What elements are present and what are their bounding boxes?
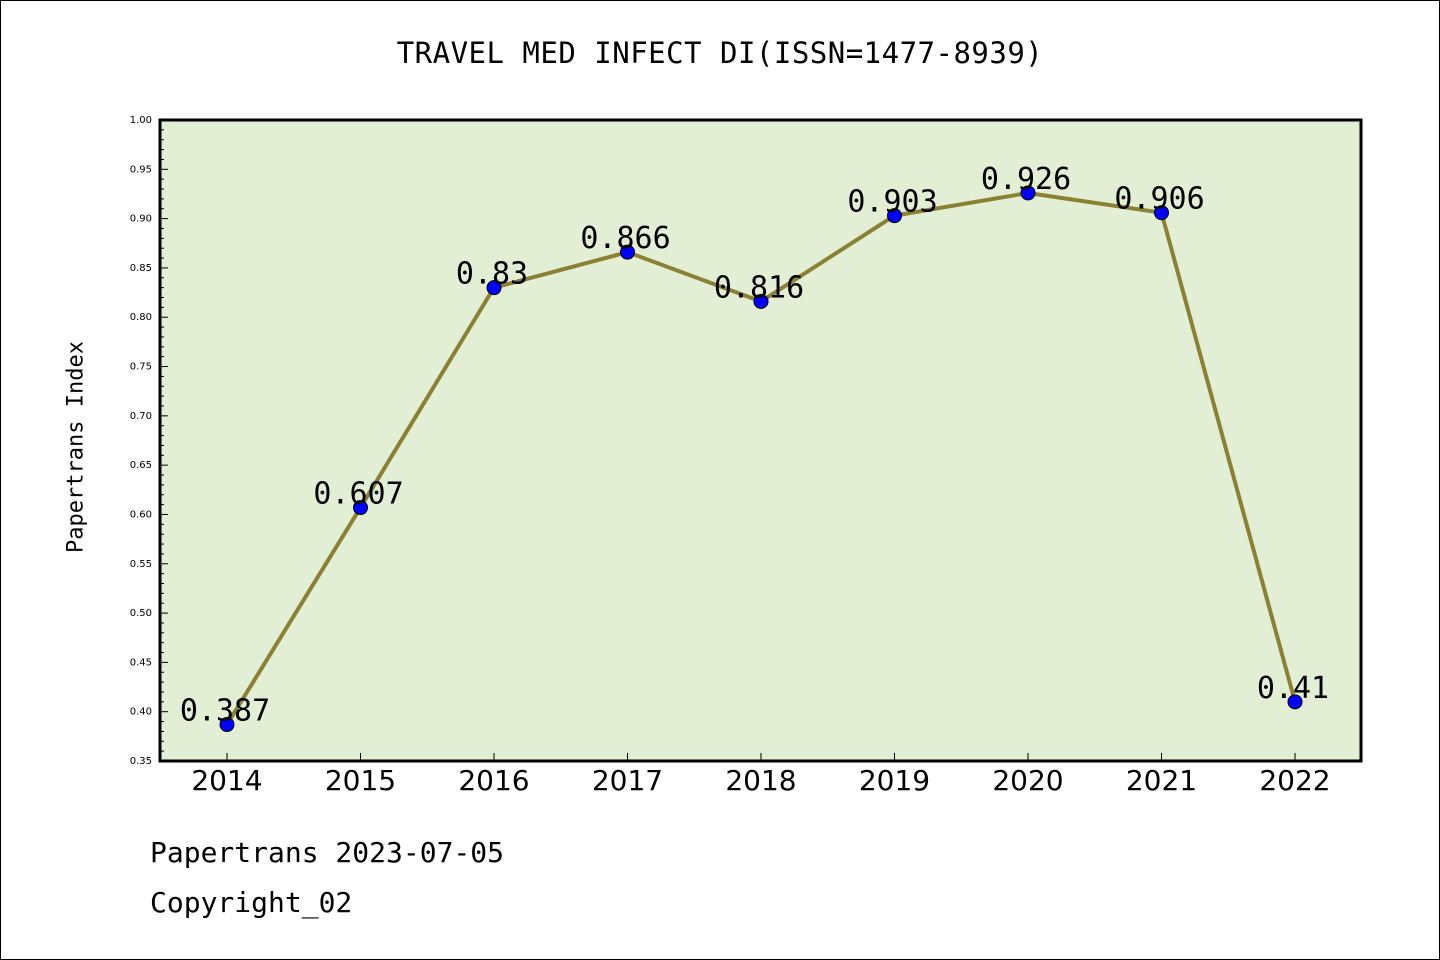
- data-point: [353, 500, 368, 516]
- plot-area: [160, 120, 1361, 761]
- data-point: [1020, 185, 1036, 201]
- data-point: [753, 293, 769, 309]
- x-tick-label: 2018: [725, 764, 796, 797]
- data-label: 0.866: [580, 221, 670, 256]
- data-label: 0.906: [1114, 182, 1204, 217]
- y-tick-label: 0.80: [130, 312, 152, 323]
- data-label: 0.926: [981, 162, 1071, 197]
- data-label: 0.816: [714, 270, 804, 305]
- y-tick-label: 0.35: [130, 756, 152, 767]
- x-tick-label: 2015: [325, 764, 396, 797]
- data-label: 0.387: [180, 694, 270, 729]
- footer-date: Papertrans 2023-07-05: [150, 836, 505, 869]
- y-tick-label: 0.60: [130, 509, 152, 520]
- y-tick-label: 0.65: [130, 460, 152, 471]
- x-tick-label: 2014: [191, 764, 262, 797]
- x-tick-label: 2020: [992, 764, 1063, 797]
- y-tick-label: 1.00: [130, 115, 152, 126]
- y-tick-label: 0.55: [130, 559, 152, 570]
- data-point: [620, 244, 635, 260]
- data-point: [486, 280, 502, 296]
- data-label: 0.41: [1257, 671, 1329, 706]
- y-tick-label: 0.45: [130, 657, 152, 668]
- x-tick-label: 2017: [592, 764, 663, 797]
- y-tick-label: 0.95: [130, 164, 152, 175]
- y-tick-label: 0.50: [130, 608, 152, 619]
- x-tick-label: 2021: [1126, 764, 1197, 797]
- y-tick-label: 0.75: [130, 362, 152, 373]
- x-tick-label: 2022: [1259, 764, 1330, 797]
- data-label: 0.83: [456, 257, 528, 292]
- x-tick-label: 2019: [859, 764, 930, 797]
- data-point: [887, 208, 902, 224]
- data-point: [1287, 694, 1303, 710]
- footer-copyright: Copyright_02: [150, 886, 353, 919]
- y-tick-label: 0.40: [130, 707, 152, 718]
- y-tick-label: 0.90: [130, 214, 152, 225]
- data-point: [1154, 205, 1169, 221]
- data-label: 0.903: [847, 185, 937, 220]
- plot-border: [158, 118, 1363, 763]
- x-tick-label: 2016: [458, 764, 529, 797]
- y-tick-label: 0.85: [130, 263, 152, 274]
- data-label: 0.607: [313, 477, 403, 512]
- chart-title: TRAVEL MED INFECT DI(ISSN=1477-8939): [396, 36, 1044, 70]
- data-point: [219, 717, 235, 733]
- y-tick-label: 0.70: [130, 411, 152, 422]
